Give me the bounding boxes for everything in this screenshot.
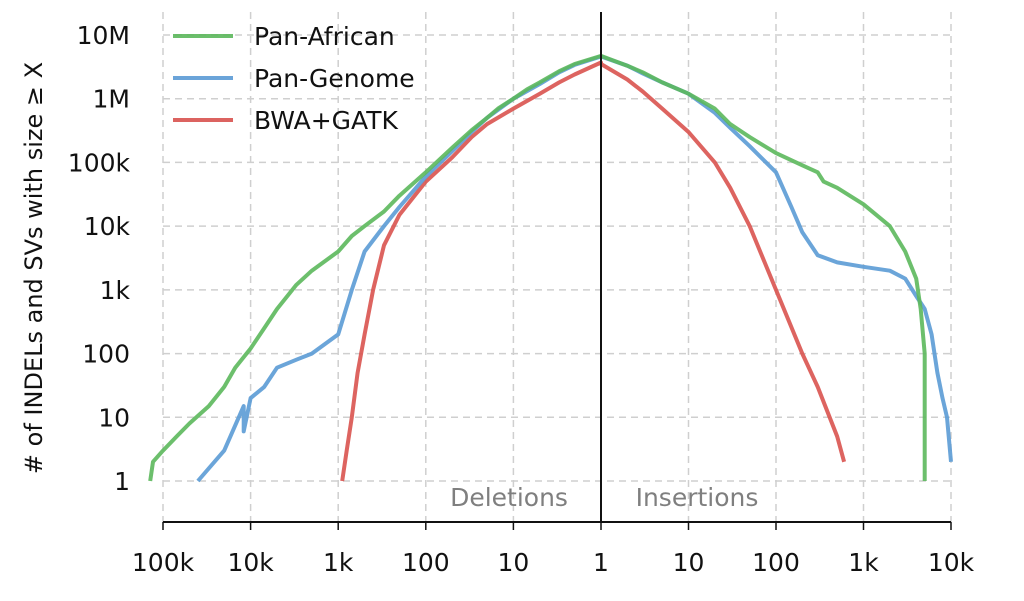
y-tick-label: 100 (82, 340, 130, 369)
x-tick-label: 1k (323, 548, 354, 577)
y-tick-label: 10M (77, 21, 130, 50)
deletions-region-label: Deletions (450, 483, 568, 512)
y-tick-label: 1k (100, 276, 131, 305)
axes (163, 12, 951, 523)
x-tick-label: 10 (673, 548, 705, 577)
x-tick-labels: 100k 10k 1k 100 10 1 10 100 1k 10k (132, 522, 975, 577)
series-line-pan-african (148, 53, 927, 482)
x-tick-label: 10k (928, 548, 975, 577)
x-tick-label: 100 (752, 548, 800, 577)
y-tick-label: 10 (98, 403, 130, 432)
legend-label-bwa-gatk: BWA+GATK (254, 106, 398, 135)
x-tick-label: 10k (227, 548, 274, 577)
y-tick-label: 1M (93, 85, 130, 114)
legend: Pan-African Pan-Genome BWA+GATK (173, 22, 415, 135)
y-tick-label: 100k (68, 148, 131, 177)
x-tick-label: 100 (402, 548, 450, 577)
y-tick-labels: 1 10 100 1k 10k 100k 1M 10M (68, 21, 131, 496)
legend-label-pan-genome: Pan-Genome (254, 64, 415, 93)
y-tick-label: 1 (114, 467, 130, 496)
y-tick-label: 10k (84, 212, 131, 241)
x-tick-label: 100k (132, 548, 195, 577)
y-axis-label: # of INDELs and SVs with size ≥ X (20, 62, 48, 474)
x-tick-label: 10 (497, 548, 529, 577)
legend-label-pan-african: Pan-African (254, 22, 395, 51)
x-tick-label: 1 (593, 548, 609, 577)
insertions-region-label: Insertions (636, 483, 759, 512)
x-tick-label: 1k (848, 548, 879, 577)
series-line-bwa-gatk (340, 60, 847, 482)
